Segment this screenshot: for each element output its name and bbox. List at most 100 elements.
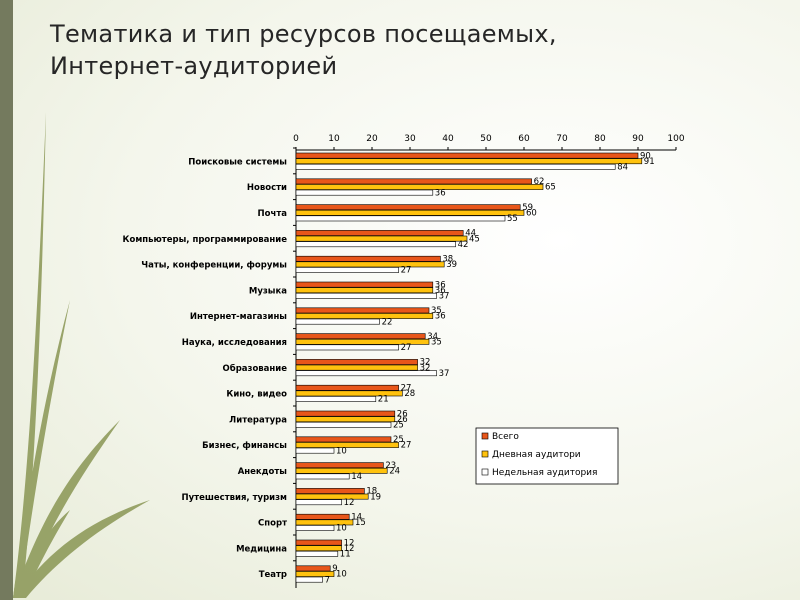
data-label: 65 [545,183,556,193]
category-label: Кино, видео [226,390,287,400]
bar-1 [295,152,639,159]
bar-1 [295,178,532,185]
category-label: Компьютеры, программирование [123,235,288,245]
data-label: 91 [644,157,655,167]
category-label: Чаты, конференции, форумы [141,261,287,271]
data-label: 36 [435,280,446,290]
data-label: 26 [397,415,408,425]
bar-1 [295,436,392,443]
bar-2 [295,184,544,190]
bar-3 [295,318,380,325]
bar-3 [295,525,335,531]
bar-2 [295,158,643,165]
category-label: Анекдоты [238,467,287,477]
data-label: 36 [435,312,446,322]
data-label: 25 [393,435,404,445]
data-label: 44 [465,229,476,239]
data-label: 22 [382,317,393,327]
bar-3 [295,215,506,222]
bar-2 [295,442,399,448]
category-label: Интернет-магазины [190,312,287,322]
data-label: 18 [366,487,377,497]
bar-2 [295,209,525,216]
data-label: 32 [420,363,431,373]
data-label: 37 [439,369,450,379]
bar-1 [295,359,418,365]
data-label: 19 [370,492,381,502]
bar-3 [295,292,437,299]
bar-1 [295,230,464,236]
data-label: 7 [325,575,330,585]
bar-2 [295,416,396,423]
bar-1 [295,384,399,391]
x-tick-label: 60 [518,134,530,144]
category-label: Образование [223,363,288,374]
bar-3 [295,241,456,248]
data-label: 45 [469,234,480,244]
data-label: 90 [640,151,651,161]
bar-3 [295,370,437,377]
data-label: 28 [404,389,415,399]
data-label: 12 [344,538,355,548]
x-tick-label: 10 [328,134,340,144]
bar-1 [295,410,396,417]
data-label: 60 [526,209,537,219]
legend-swatch-1 [481,432,489,440]
data-label: 55 [507,214,518,224]
data-label: 14 [351,472,362,482]
slide-title: Тематика и тип ресурсов посещаемых, Инте… [50,18,750,82]
bar-2 [295,519,354,526]
category-label: Музыка [249,286,287,296]
x-tick-label: 0 [293,134,299,144]
category-label: Наука, исследования [182,338,287,348]
data-label: 10 [336,446,347,456]
bar-3 [295,163,616,170]
data-label: 14 [351,513,362,523]
bar-3 [295,447,335,454]
bar-3 [295,576,323,583]
data-label: 35 [431,338,442,348]
legend-box [475,427,619,485]
bar-2 [295,287,434,294]
bar-3 [295,550,339,557]
bar-1 [295,255,441,262]
data-label: 84 [617,163,628,173]
slide-title-line2: Интернет-аудиторией [50,52,338,80]
data-label: 27 [401,441,412,451]
bar-2 [295,467,388,474]
category-label: Почта [258,209,288,219]
left-accent-bar [0,0,13,600]
data-label: 27 [401,343,412,353]
data-label: 10 [336,570,347,580]
legend-swatch-3 [481,468,489,476]
data-label: 62 [534,177,545,187]
bar-2 [295,493,369,500]
bar-1 [295,539,342,546]
data-label: 12 [344,498,355,508]
data-label: 9 [332,564,337,574]
bar-1 [295,462,384,469]
x-tick-label: 80 [594,134,606,144]
bar-3 [295,396,377,402]
legend-swatch-2 [481,450,489,458]
data-label: 10 [336,524,347,534]
bar-1 [295,488,365,494]
data-label: 27 [401,384,412,394]
bar-3 [295,189,434,196]
data-label: 34 [427,332,438,342]
bar-2 [295,364,418,371]
slide-title-line1: Тематика и тип ресурсов посещаемых, [50,20,557,48]
legend-entry-1: Всего [492,432,519,442]
bar-1 [295,513,350,520]
x-tick-label: 70 [556,134,568,144]
data-label: 35 [431,306,442,316]
bar-1 [295,307,430,314]
data-label: 15 [355,518,366,528]
category-label: Поисковые системы [188,157,287,167]
category-label: Спорт [258,519,287,529]
category-label: Театр [259,570,287,580]
bar-2 [295,571,335,577]
category-label: Путешествия, туризм [182,493,288,503]
bar-2 [295,235,468,242]
data-label: 12 [344,544,355,554]
